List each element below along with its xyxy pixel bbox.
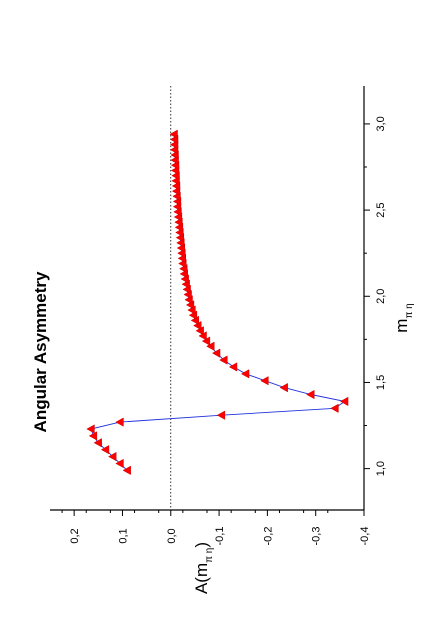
x-tick-label: 1,5 [375,375,387,390]
x-tick-label: 1,0 [375,461,387,476]
data-point [240,369,250,379]
y-tick-label: -0,3 [311,527,323,546]
x-axis-ticks: 1,0 1,5 2,0 2,5 3,0 [364,116,387,476]
chart-title: Angular Asymmetry [31,271,50,432]
y-axis-ticks: 0,2 0,1 0,0 -0,1 -0,2 -0,3 -0,4 [61,510,371,546]
data-point [279,383,288,393]
series-line [90,134,346,471]
data-point [88,431,98,441]
series-polyline [90,134,346,471]
data-point [219,355,228,365]
y-tick-label: 0,1 [117,528,129,543]
x-tick-label: 2,0 [375,289,387,304]
series-markers [86,129,349,475]
x-tick-label: 2,5 [375,202,387,217]
x-axis-label: mπ η [392,303,415,332]
data-point [100,445,110,455]
data-point [115,458,124,469]
y-tick-label: -0,2 [262,527,274,546]
y-tick-label: -0,1 [214,527,226,546]
data-point [122,465,131,475]
y-tick-label: 0,2 [69,528,81,543]
data-point [216,410,226,420]
data-point [306,389,315,400]
data-point [93,438,102,448]
x-tick-label: 3,0 [375,116,387,131]
plot-frame [50,86,365,511]
y-tick-label: -0,4 [359,527,371,546]
data-point [86,424,95,434]
y-axis-label: A(mπ η) [192,542,215,594]
data-point [108,451,117,462]
data-point [260,376,269,386]
data-point [206,341,215,351]
data-point [211,348,221,358]
data-point [169,129,178,139]
data-point [330,403,339,413]
y-tick-label: 0,0 [166,528,178,543]
data-point [115,417,124,427]
data-point [339,396,349,407]
data-point [228,362,238,372]
